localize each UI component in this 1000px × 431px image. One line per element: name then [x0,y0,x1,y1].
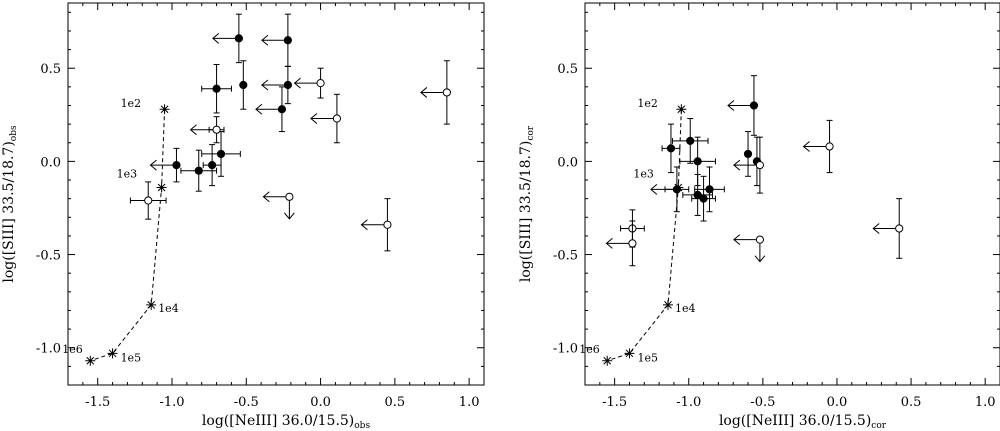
y-tick-label: 0.5 [557,62,578,77]
model-track-label: 1e4 [675,302,696,315]
upper-limit-arrow-down [283,200,295,220]
model-track-label: 1e3 [117,167,138,180]
y-tick-label: -0.5 [553,249,578,264]
y-axis-label: log([SIII] 33.5/18.7)obs [1,125,19,283]
y-tick-label: -0.5 [36,249,61,264]
filled-point [239,80,248,90]
plot-frame [67,2,485,386]
open-point [212,125,221,134]
filled-point [234,34,243,43]
plot-frame [584,2,1000,386]
filled-point [208,161,217,170]
x-tick-label: -1.5 [602,395,627,410]
upper-limit-arrow [733,159,756,171]
x-axis-label: log([NeIII] 36.0/15.5)cor [719,413,887,431]
open-point [332,114,342,123]
model-track-label: 1e6 [62,343,83,356]
filled-point [749,101,759,110]
y-tick-label: 0.0 [40,155,61,170]
model-track-marker [663,299,673,310]
y-tick-label: -1.0 [36,342,61,357]
model-track-label: 1e2 [121,97,142,110]
upper-limit-arrow [261,79,284,91]
model-track-label: 1e2 [637,97,658,110]
model-track-marker [624,348,635,359]
open-point [755,161,764,170]
x-tick-label: -1.5 [85,395,110,410]
filled-point [172,161,181,170]
upper-limit-arrow [255,103,278,115]
upper-limit-arrow [605,237,629,249]
x-tick-label: -1.0 [159,395,184,410]
upper-limit-arrow [293,77,317,89]
x-axis-label: log([NeIII] 36.0/15.5)obs [202,413,371,431]
model-track-label: 1e6 [579,343,600,356]
open-point [755,235,764,244]
model-track-label: 1e5 [637,351,658,364]
model-track-marker [673,182,684,193]
x-tick-label: 1.0 [459,395,480,410]
x-tick-label: 0.0 [827,395,848,410]
x-tick-label: -0.5 [750,395,775,410]
open-point [442,88,451,97]
open-point [895,224,904,233]
model-track-label: 1e3 [633,167,654,180]
upper-limit-arrow [360,219,384,231]
filled-point [743,149,753,159]
upper-limit-arrow [261,34,284,46]
model-track-marker [107,348,118,359]
filled-point [705,185,714,194]
upper-limit-arrow [149,159,173,171]
upper-limit-arrow [727,100,750,111]
model-track-marker [85,355,96,366]
open-point [383,220,392,229]
filled-point [699,194,708,203]
y-axis-label: log([SIII] 33.5/18.7)cor [518,125,536,282]
filled-point [666,144,676,153]
upper-limit-arrow [212,33,235,44]
upper-limit-arrow [872,223,896,234]
upper-limit-arrow [310,113,333,124]
upper-limit-arrow [733,234,756,246]
x-tick-label: -1.0 [676,395,701,410]
panel-1: -1.5 -1.0 -0.5 0.0 0.5 1.0 -1.0 -0.5 0.0 0.5 log([… [1,2,485,431]
open-point [285,192,294,201]
filled-point [693,157,702,166]
filled-point [283,36,292,45]
model-track-marker [159,104,170,115]
model-track-marker [156,182,167,193]
upper-limit-arrow-down [754,243,766,263]
filled-point [283,80,292,90]
model-track-label: 1e5 [121,351,142,364]
upper-limit-arrow [420,87,443,98]
filled-point [277,105,287,114]
open-point [144,196,153,205]
upper-limit-arrow [802,141,826,152]
model-track-marker [676,104,687,115]
model-track-line [90,109,166,362]
x-tick-label: 0.0 [310,395,331,410]
open-point [628,239,637,248]
panel-2: -1.5 -1.0 -0.5 0.0 0.5 1.0 -1.0 -0.5 0.0 0.5 log([… [518,2,1000,431]
x-tick-label: 1.0 [975,395,996,410]
model-track-label: 1e4 [158,302,179,315]
x-tick-label: -0.5 [234,395,259,410]
filled-point [686,136,695,145]
x-tick-label: 0.5 [901,395,922,410]
y-tick-label: 0.5 [40,62,61,77]
filled-point [216,149,226,159]
open-point [316,79,325,88]
upper-limit-arrow [262,191,286,203]
y-tick-label: -1.0 [553,342,578,357]
filled-point [194,166,203,175]
open-point [825,142,834,151]
model-track-marker [602,355,613,366]
filled-point [212,84,221,93]
model-track-marker [146,299,157,310]
x-tick-label: 0.5 [385,395,406,410]
y-tick-label: 0.0 [557,155,578,170]
